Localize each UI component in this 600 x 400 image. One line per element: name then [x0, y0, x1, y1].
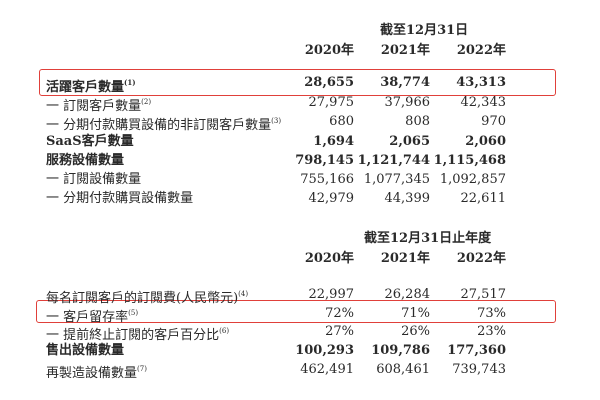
table-row: 售出設備數量 100,293 109,786 177,360 — [46, 341, 508, 360]
section1-header: 截至12月31日 — [380, 23, 469, 38]
row-label: 一 提前終止訂閱的客戶百分比(6) — [46, 322, 229, 345]
cell-value-2020: 22,997 — [308, 287, 355, 302]
cell-value-2021: 608,461 — [376, 362, 430, 377]
cell-value-2022: 73% — [477, 306, 506, 321]
cell-value-2021: 26% — [401, 324, 430, 339]
row-label: 每名訂閱客戶的訂閱費(人民幣元)(4) — [46, 285, 248, 308]
cell-value-2021: 2,065 — [389, 134, 430, 149]
section1-year-2021: 2021年 — [380, 43, 430, 58]
cell-value-2022: 23% — [477, 324, 506, 339]
row-label-text: 服務設備數量 — [46, 153, 125, 168]
row-label: SaaS客戶數量 — [46, 132, 134, 151]
cell-value-2020: 1,694 — [313, 134, 354, 149]
cell-value-2020: 680 — [329, 114, 354, 129]
cell-value-2020: 42,979 — [308, 191, 355, 206]
cell-value-2022: 1,092,857 — [439, 172, 506, 187]
cell-value-2020: 755,166 — [300, 172, 354, 187]
cell-value-2022: 739,743 — [452, 362, 506, 377]
table-row: 一 訂閱設備數量 755,166 1,077,345 1,092,857 — [46, 170, 508, 189]
row-label-text: 每名訂閱客戶的訂閱費(人民幣元) — [46, 291, 239, 306]
row-label-text: 一 客戶留存率 — [46, 310, 129, 325]
row-label-text: 一 訂閱客戶數量 — [46, 99, 142, 114]
row-label: 一 訂閱客戶數量(2) — [46, 93, 151, 116]
section2-header: 截至12月31日止年度 — [364, 231, 492, 246]
table-row: 每名訂閱客戶的訂閱費(人民幣元)(4) 22,997 26,284 27,517 — [46, 285, 508, 306]
row-label-text: 活躍客戶數量 — [46, 80, 125, 95]
cell-value-2022: 43,313 — [456, 75, 506, 90]
table-row: 一 分期付款購買設備數量 42,979 44,399 22,611 — [46, 189, 508, 208]
highlight-box-active-customers — [39, 69, 556, 96]
section2-year-2022: 2022年 — [456, 251, 506, 266]
cell-value-2022: 2,060 — [465, 134, 506, 149]
cell-value-2021: 44,399 — [384, 191, 431, 206]
row-label-text: 再製造設備數量 — [46, 366, 138, 381]
cell-value-2021: 1,121,744 — [357, 153, 430, 168]
row-label-text: 一 訂閱設備數量 — [46, 172, 142, 187]
highlight-box-retention-rate — [36, 300, 556, 323]
table-row: 一 提前終止訂閱的客戶百分比(6) 27% 26% 23% — [46, 322, 508, 343]
row-label-text: SaaS客戶數量 — [46, 134, 134, 149]
cell-value-2021: 37,966 — [384, 95, 431, 110]
table-row: 一 客戶留存率(5) 72% 71% 73% — [46, 304, 508, 325]
section1-year-2020: 2020年 — [304, 43, 354, 58]
cell-value-2022: 177,360 — [447, 343, 506, 358]
cell-value-2020: 798,145 — [295, 153, 354, 168]
cell-value-2020: 462,491 — [300, 362, 354, 377]
row-label-text: 一 分期付款購買設備的非訂閱客戶數量 — [46, 118, 272, 133]
cell-value-2022: 42,343 — [460, 95, 507, 110]
cell-value-2022: 1,115,468 — [433, 153, 506, 168]
cell-value-2021: 26,284 — [384, 287, 431, 302]
footnote-marker: (6) — [219, 327, 230, 335]
footnote-marker: (1) — [124, 78, 136, 87]
cell-value-2021: 38,774 — [380, 75, 430, 90]
footnote-marker: (7) — [137, 365, 147, 373]
footnote-marker: (5) — [128, 309, 139, 317]
table-row: 活躍客戶數量(1) 28,655 38,774 43,313 — [46, 73, 508, 95]
table-row: 一 訂閱客戶數量(2) 27,975 37,966 42,343 — [46, 93, 508, 114]
row-label: 售出設備數量 — [46, 341, 124, 360]
cell-value-2020: 27,975 — [308, 95, 355, 110]
row-label: 一 分期付款購買設備數量 — [46, 189, 193, 208]
section2-year-2021: 2021年 — [380, 251, 430, 266]
cell-value-2021: 1,077,345 — [363, 172, 430, 187]
row-label: 一 客戶留存率(5) — [46, 304, 138, 327]
cell-value-2020: 72% — [325, 306, 354, 321]
cell-value-2022: 970 — [481, 114, 506, 129]
cell-value-2021: 109,786 — [371, 343, 430, 358]
cell-value-2021: 808 — [405, 114, 430, 129]
cell-value-2022: 27,517 — [460, 287, 507, 302]
row-label-text: 一 提前終止訂閱的客戶百分比 — [46, 328, 220, 343]
footnote-marker: (4) — [238, 290, 249, 298]
row-label-text: 一 分期付款購買設備數量 — [46, 191, 194, 206]
cell-value-2022: 22,611 — [460, 191, 507, 206]
table-row: SaaS客戶數量 1,694 2,065 2,060 — [46, 132, 508, 151]
cell-value-2020: 100,293 — [295, 343, 354, 358]
row-label: 一 訂閱設備數量 — [46, 170, 141, 189]
footnote-marker: (3) — [271, 117, 282, 125]
row-label: 活躍客戶數量(1) — [46, 73, 136, 97]
cell-value-2020: 28,655 — [304, 75, 354, 90]
row-label: 一 分期付款購買設備的非訂閱客戶數量(3) — [46, 112, 281, 135]
table-row: 再製造設備數量(7) 462,491 608,461 739,743 — [46, 360, 508, 381]
cell-value-2021: 71% — [401, 306, 430, 321]
row-label-text: 售出設備數量 — [46, 343, 125, 358]
row-label: 服務設備數量 — [46, 151, 124, 170]
cell-value-2020: 27% — [325, 324, 354, 339]
row-label: 再製造設備數量(7) — [46, 360, 147, 383]
table-row: 一 分期付款購買設備的非訂閱客戶數量(3) 680 808 970 — [46, 112, 508, 133]
section2-year-2020: 2020年 — [304, 251, 354, 266]
section1-year-2022: 2022年 — [456, 43, 506, 58]
table-row: 服務設備數量 798,145 1,121,744 1,115,468 — [46, 151, 508, 170]
footnote-marker: (2) — [141, 98, 152, 106]
